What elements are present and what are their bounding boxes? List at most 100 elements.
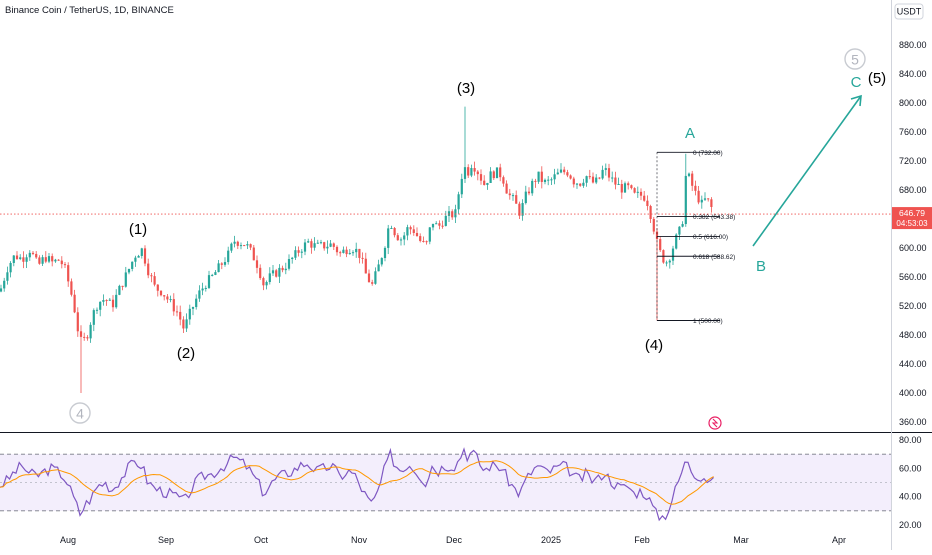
candle — [508, 188, 511, 200]
candle — [396, 233, 399, 241]
candle — [284, 262, 287, 275]
fib-level-label: 0.618 (588.62) — [693, 254, 735, 261]
currency-badge-text: USDT — [897, 7, 922, 17]
candle — [35, 251, 38, 259]
candle — [383, 246, 387, 262]
candle — [566, 169, 569, 178]
candle — [150, 273, 153, 283]
candle — [12, 255, 15, 267]
wave-label-3: (3) — [457, 80, 475, 97]
candle — [700, 195, 703, 209]
candle — [83, 332, 86, 341]
time-axis[interactable]: Aug Sep Oct Nov Dec 2025 Feb Mar Apr — [60, 535, 846, 545]
candle — [502, 175, 505, 187]
candle — [614, 171, 617, 190]
projection-arrow[interactable] — [752, 94, 862, 247]
candle — [659, 236, 662, 253]
candle — [217, 260, 220, 273]
candle — [262, 276, 265, 291]
candle — [643, 190, 646, 202]
fib-retracement[interactable]: 0 (732.00) 0.382 (643.38) 0.5 (616.00) 0.61… — [656, 150, 735, 325]
currency-badge[interactable]: USDT — [894, 3, 924, 20]
candle — [99, 301, 102, 317]
candle — [611, 171, 614, 183]
candle — [431, 223, 435, 231]
candle — [467, 164, 470, 179]
candle — [515, 190, 518, 204]
candle — [63, 262, 67, 268]
time-label: Sep — [158, 535, 174, 545]
candle — [185, 313, 188, 333]
candle — [579, 183, 582, 187]
candle — [479, 169, 483, 185]
candle — [268, 267, 271, 285]
candle — [486, 182, 489, 190]
candle — [633, 187, 636, 194]
candle — [553, 168, 556, 185]
rsi-ma-line — [0, 460, 714, 505]
candle — [425, 240, 428, 245]
candle — [265, 280, 268, 290]
circle-wave-4-label: 4 — [76, 406, 84, 422]
circle-wave-4: 4 — [69, 402, 91, 424]
candle — [422, 236, 425, 243]
candle — [403, 232, 406, 246]
candle — [79, 325, 83, 393]
candle — [281, 265, 284, 273]
candle — [25, 254, 28, 269]
candle — [697, 186, 700, 205]
candle — [195, 294, 198, 310]
candle — [668, 259, 671, 269]
candle — [76, 307, 79, 337]
candle — [524, 185, 527, 205]
candle — [67, 262, 70, 287]
candle — [316, 239, 319, 244]
candle — [214, 270, 217, 276]
candle — [121, 285, 124, 291]
candle — [204, 285, 207, 292]
candle — [687, 172, 691, 178]
candle — [291, 256, 294, 264]
candle — [681, 221, 684, 228]
candle — [89, 322, 92, 343]
candle — [307, 238, 310, 244]
candle — [191, 306, 195, 316]
rsi-line — [0, 447, 715, 522]
candle — [604, 163, 607, 176]
rsi-tick: 20.00 — [899, 520, 922, 530]
candle — [387, 224, 390, 255]
candles — [0, 106, 713, 393]
candle — [102, 294, 105, 306]
candle — [441, 220, 444, 229]
candle — [3, 277, 6, 292]
price-tick: 760.00 — [899, 127, 927, 137]
candle — [499, 163, 502, 182]
candle — [495, 167, 499, 179]
wave-label-b: B — [756, 258, 766, 275]
event-marker-icon[interactable] — [708, 416, 722, 430]
candle — [547, 176, 550, 186]
rsi-axis[interactable]: 80.00 60.00 40.00 20.00 — [899, 435, 922, 530]
candle — [41, 254, 44, 267]
candle — [563, 166, 566, 175]
candle — [310, 238, 313, 254]
candle — [649, 204, 652, 224]
candle — [623, 181, 627, 193]
candle — [703, 192, 707, 201]
last-price-value: 646.79 — [899, 208, 925, 218]
candle — [28, 250, 31, 261]
fib-level-label: 0.382 (643.38) — [693, 214, 735, 221]
candle — [406, 224, 409, 241]
candle — [457, 191, 460, 215]
candle — [572, 176, 575, 188]
candle — [51, 253, 54, 267]
wave-label-1: (1) — [129, 221, 147, 238]
time-label: Aug — [60, 535, 76, 545]
circle-wave-5: 5 — [844, 48, 866, 70]
candle — [95, 307, 99, 314]
candle — [92, 308, 95, 332]
candle — [163, 295, 166, 301]
time-label: 2025 — [541, 535, 561, 545]
